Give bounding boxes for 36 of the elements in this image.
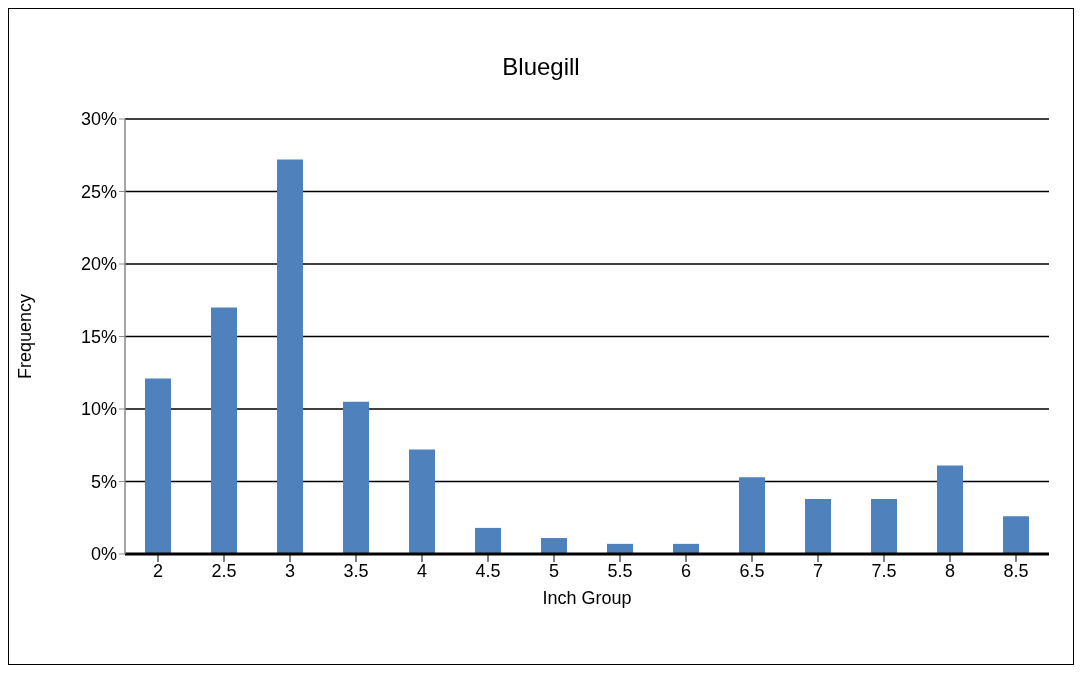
bar: [277, 159, 303, 554]
x-tick-label: 2: [152, 560, 164, 581]
bar: [805, 498, 831, 554]
bar: [937, 465, 963, 554]
y-tick-label: 25%: [80, 181, 117, 202]
x-tick-label: 3.5: [343, 560, 369, 581]
x-tick-label: 5.5: [607, 560, 633, 581]
y-tick-label: 5%: [90, 471, 117, 492]
x-tick-label: 6: [680, 560, 692, 581]
y-tick-label: 15%: [80, 326, 117, 347]
bar: [409, 449, 435, 554]
y-tick-label: 0%: [90, 544, 117, 565]
y-axis-title: Frequency: [15, 293, 36, 380]
x-tick-label: 7.5: [871, 560, 897, 581]
bar: [211, 307, 237, 554]
x-tick-label: 6.5: [739, 560, 765, 581]
y-tick-label: 10%: [80, 399, 117, 420]
x-tick-label: 4: [416, 560, 428, 581]
chart-title: Bluegill: [501, 53, 581, 81]
x-tick-label: 8: [944, 560, 956, 581]
bar: [541, 538, 567, 554]
bar: [145, 378, 171, 554]
x-tick-label: 5: [548, 560, 560, 581]
y-tick-label: 30%: [80, 109, 117, 130]
bar: [739, 477, 765, 554]
x-axis-title: Inch Group: [542, 588, 632, 608]
x-tick-label: 4.5: [475, 560, 501, 581]
bar: [475, 527, 501, 554]
bar: [343, 401, 369, 554]
bar: [871, 498, 897, 554]
x-tick-label: 7: [812, 560, 824, 581]
x-tick-label: 8.5: [1003, 560, 1029, 581]
bar: [1003, 516, 1029, 554]
x-tick-label: 2.5: [211, 560, 237, 581]
y-tick-label: 20%: [80, 254, 117, 275]
x-tick-label: 3: [284, 560, 296, 581]
